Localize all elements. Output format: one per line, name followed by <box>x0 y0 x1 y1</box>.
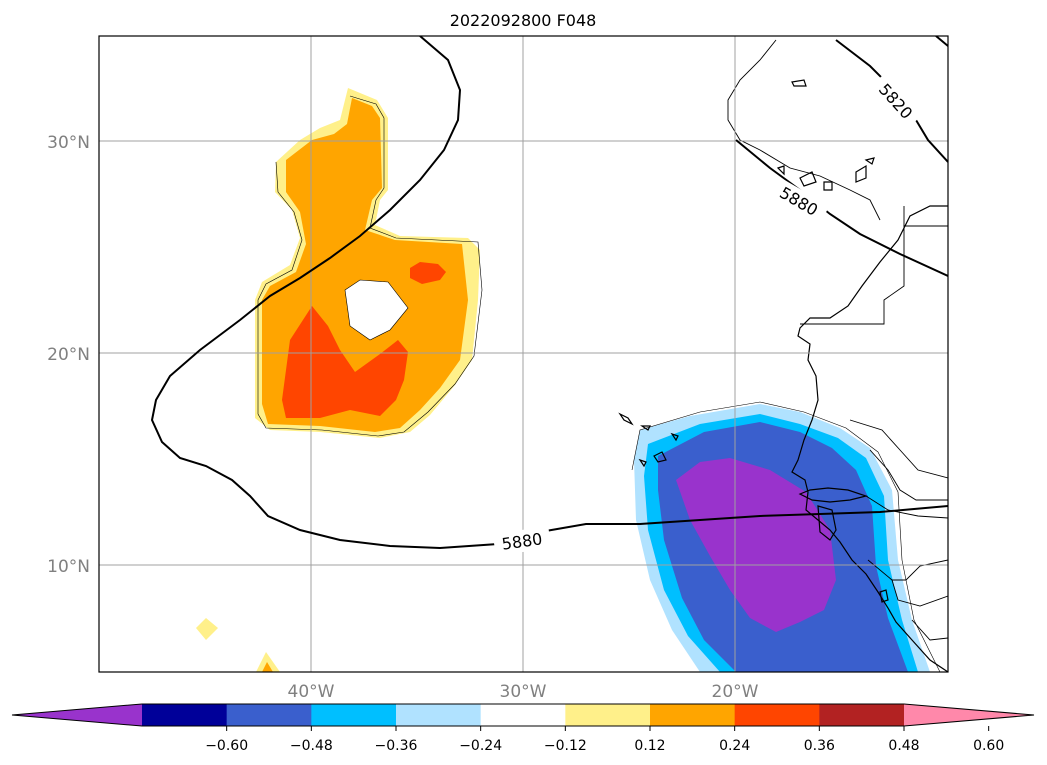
lon-label-30w: 30°W <box>500 682 547 702</box>
colorbar-segment <box>311 704 397 726</box>
positive-anomaly-speck-2 <box>256 652 280 672</box>
colorbar: −0.60 −0.48 −0.36 −0.24 −0.12 0.12 0.24 0.36 0.4… <box>11 703 1035 754</box>
colorbar-tick-label: 0.12 <box>634 738 665 754</box>
colorbar-tick-label: −0.48 <box>290 738 333 754</box>
positive-anomaly-core <box>282 306 408 418</box>
colorbar-extend-min <box>12 704 142 726</box>
colorbar-segment <box>480 704 566 726</box>
positive-anomaly-speck-2-core <box>262 662 273 672</box>
lat-label-20n: 20°N <box>47 345 90 365</box>
lon-label-20w: 20°W <box>712 682 759 702</box>
lon-label-40w: 40°W <box>288 682 335 702</box>
colorbar-tick-label: −0.36 <box>375 738 418 754</box>
colorbar-segment <box>650 704 736 726</box>
colorbar-segment <box>819 704 905 726</box>
colorbar-segment <box>142 704 228 726</box>
colorbar-segment <box>565 704 651 726</box>
colorbar-extend-max <box>904 704 1034 726</box>
colorbar-segment <box>396 704 482 726</box>
colorbar-tick-label: −0.60 <box>205 738 248 754</box>
colorbar-tick-label: 0.36 <box>804 738 835 754</box>
plot-frame <box>98 35 949 673</box>
positive-anomaly-speck <box>196 618 218 640</box>
colorbar-tick-label: 0.60 <box>973 738 1004 754</box>
colorbar-tick-label: 0.24 <box>719 738 750 754</box>
map-title: 2022092800 F048 <box>450 11 597 30</box>
colorbar-tick-label: −0.12 <box>544 738 587 754</box>
contour-5880-north <box>735 139 948 277</box>
gridlines <box>99 36 948 672</box>
positive-anomaly-hole <box>344 279 409 341</box>
colorbar-outline <box>11 703 1035 727</box>
colorbar-segment <box>734 704 820 726</box>
colorbar-tick-label: 0.48 <box>888 738 919 754</box>
positive-anomaly-core-small <box>410 262 446 284</box>
country-borders <box>727 39 948 641</box>
negative-anomaly-purple <box>676 458 836 632</box>
lat-label-10n: 10°N <box>47 557 90 577</box>
positive-anomaly-outline <box>257 95 483 437</box>
contour-5880-main <box>150 36 948 550</box>
colorbar-tick-label: −0.24 <box>459 738 502 754</box>
lat-label-30n: 30°N <box>47 133 90 153</box>
colorbar-segment <box>226 704 312 726</box>
